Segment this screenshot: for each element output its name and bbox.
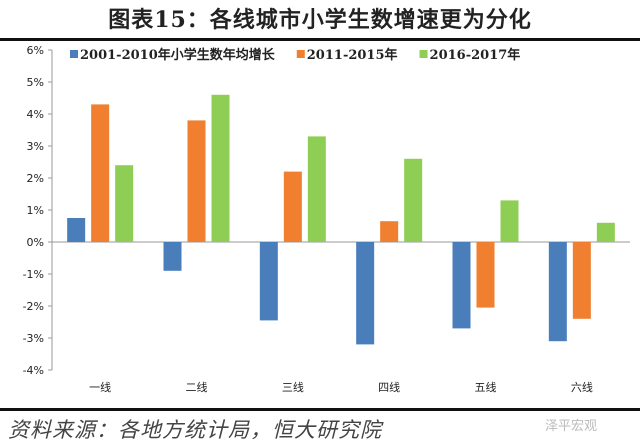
y-tick-label: 6%	[27, 44, 44, 57]
y-tick-label: -3%	[23, 332, 44, 345]
bar-3	[596, 222, 615, 242]
bar-1	[259, 242, 278, 321]
y-tick-label: 4%	[27, 108, 44, 121]
bar-chart: -4% -3% -2% -1% 0% 1% 2% 3% 4% 5% 6% 一线 二线 三线 四线 五线 六线 20…	[23, 44, 630, 394]
x-tick-label: 三线	[282, 380, 304, 394]
bar-1	[548, 242, 567, 342]
bar-2	[283, 171, 302, 242]
x-tick-label: 一线	[89, 380, 111, 394]
legend-label-1: 2001-2010年小学生数年均增长	[80, 47, 276, 63]
legend-label-2: 2011-2015年	[307, 47, 398, 63]
x-tick-label: 六线	[571, 380, 593, 394]
bar-3	[115, 165, 134, 242]
y-tick-label: 2%	[27, 172, 44, 185]
watermark: 泽平宏观	[545, 419, 598, 434]
x-tick-label: 五线	[475, 380, 497, 394]
bar-1	[356, 242, 375, 345]
chart-title: 图表15：各线城市小学生数增速更为分化	[108, 7, 532, 33]
y-tick-label: 0%	[27, 236, 44, 249]
legend-swatch-3	[419, 50, 428, 58]
bar-3	[500, 200, 519, 242]
footer-rule	[0, 408, 640, 411]
x-tick-label: 二线	[186, 380, 208, 394]
x-tick-label: 四线	[378, 380, 400, 394]
bar-1	[163, 242, 182, 271]
bar-2	[91, 104, 110, 243]
bar-1	[67, 218, 86, 242]
bar-2	[572, 242, 591, 319]
legend-swatch-2	[296, 50, 305, 58]
bar-3	[307, 136, 326, 242]
bar-3	[211, 94, 230, 242]
bar-2	[476, 242, 495, 308]
legend-swatch-1	[70, 50, 78, 58]
legend-label-3: 2016-2017年	[430, 47, 521, 63]
y-tick-label: -2%	[23, 300, 44, 313]
bar-2	[187, 120, 206, 242]
y-tick-label: 1%	[27, 204, 44, 217]
y-tick-label: 5%	[27, 76, 44, 89]
y-tick-label: -4%	[23, 364, 44, 377]
y-tick-label: -1%	[23, 268, 44, 281]
bar-2	[380, 221, 399, 242]
title-rule	[0, 38, 640, 41]
y-tick-label: 3%	[27, 140, 44, 153]
bar-3	[404, 158, 423, 242]
bar-1	[452, 242, 471, 329]
source-note: 资料来源：各地方统计局，恒大研究院	[8, 418, 382, 442]
